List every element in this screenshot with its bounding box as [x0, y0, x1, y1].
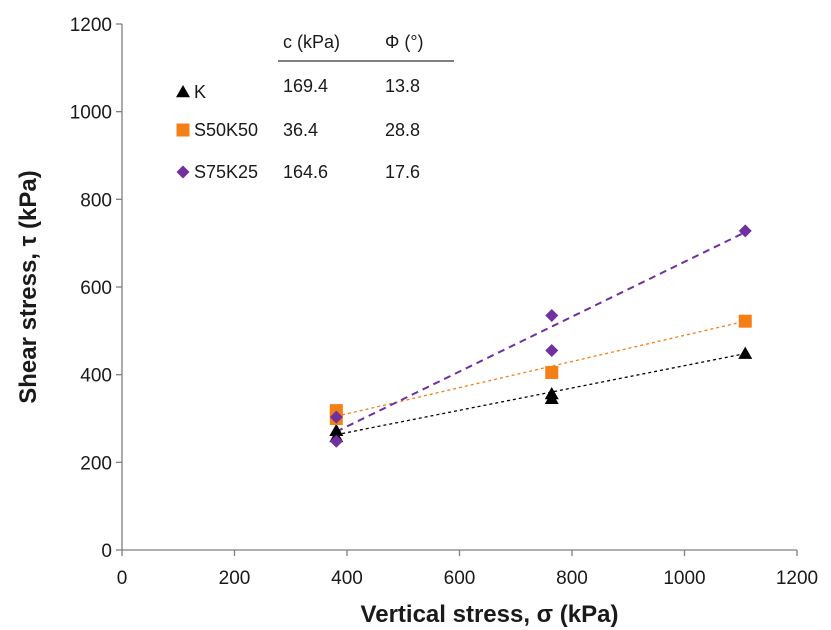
legend-label-s75k25: S75K25 — [194, 162, 258, 182]
y-tick-label: 600 — [80, 278, 112, 299]
y-tick-label: 800 — [80, 190, 112, 211]
legend-label-s50k50: S50K50 — [194, 120, 258, 140]
x-tick-label: 1000 — [663, 568, 705, 589]
point-s75k25 — [329, 410, 343, 424]
legend-phi-k: 13.8 — [385, 76, 420, 96]
legend-marker-s75k25 — [176, 165, 190, 179]
legend-c-s75k25: 164.6 — [283, 162, 328, 182]
x-tick-label: 0 — [117, 568, 128, 589]
trendline-s75k25 — [335, 231, 746, 433]
point-s50k50 — [738, 314, 752, 328]
axes: 0 200 400 600 800 1000 1200 0 200 400 600 800 1000 12… — [15, 15, 818, 628]
trendline-k — [336, 352, 746, 436]
y-tick-label: 1000 — [70, 103, 112, 124]
point-s75k25 — [545, 308, 559, 322]
x-tick-label: 400 — [331, 568, 363, 589]
y-tick-label: 400 — [80, 366, 112, 387]
legend-label-k: K — [194, 82, 206, 102]
legend-c-k: 169.4 — [283, 76, 328, 96]
table-header-c: c (kPa) — [283, 32, 340, 52]
x-tick-label: 1200 — [776, 568, 818, 589]
legend-marker-s50k50 — [176, 123, 190, 137]
point-s50k50 — [545, 365, 559, 379]
x-tick-label: 800 — [556, 568, 588, 589]
legend: c (kPa) Φ (°) K 169.4 13.8 S50K50 36.4 2… — [176, 32, 454, 182]
y-axis-title: Shear stress, τ (kPa) — [15, 170, 42, 404]
legend-phi-s50k50: 28.8 — [385, 120, 420, 140]
x-axis-title: Vertical stress, σ (kPa) — [361, 601, 619, 628]
point-k — [738, 346, 753, 359]
x-tick-label: 200 — [219, 568, 251, 589]
point-s75k25 — [738, 224, 752, 238]
y-tick-label: 0 — [101, 541, 112, 562]
table-header-phi: Φ (°) — [385, 32, 424, 52]
legend-marker-k — [176, 85, 190, 98]
y-tick-label: 200 — [80, 453, 112, 474]
legend-c-s50k50: 36.4 — [283, 120, 318, 140]
plot-area — [329, 224, 753, 448]
y-tick-label: 1200 — [70, 15, 112, 36]
point-k — [329, 423, 344, 437]
point-s75k25 — [329, 434, 343, 448]
trendline-s50k50 — [336, 320, 746, 417]
x-tick-label: 600 — [444, 568, 476, 589]
point-s75k25 — [545, 344, 559, 358]
point-s50k50 — [329, 404, 343, 418]
point-k — [544, 386, 559, 400]
legend-phi-s75k25: 17.6 — [385, 162, 420, 182]
